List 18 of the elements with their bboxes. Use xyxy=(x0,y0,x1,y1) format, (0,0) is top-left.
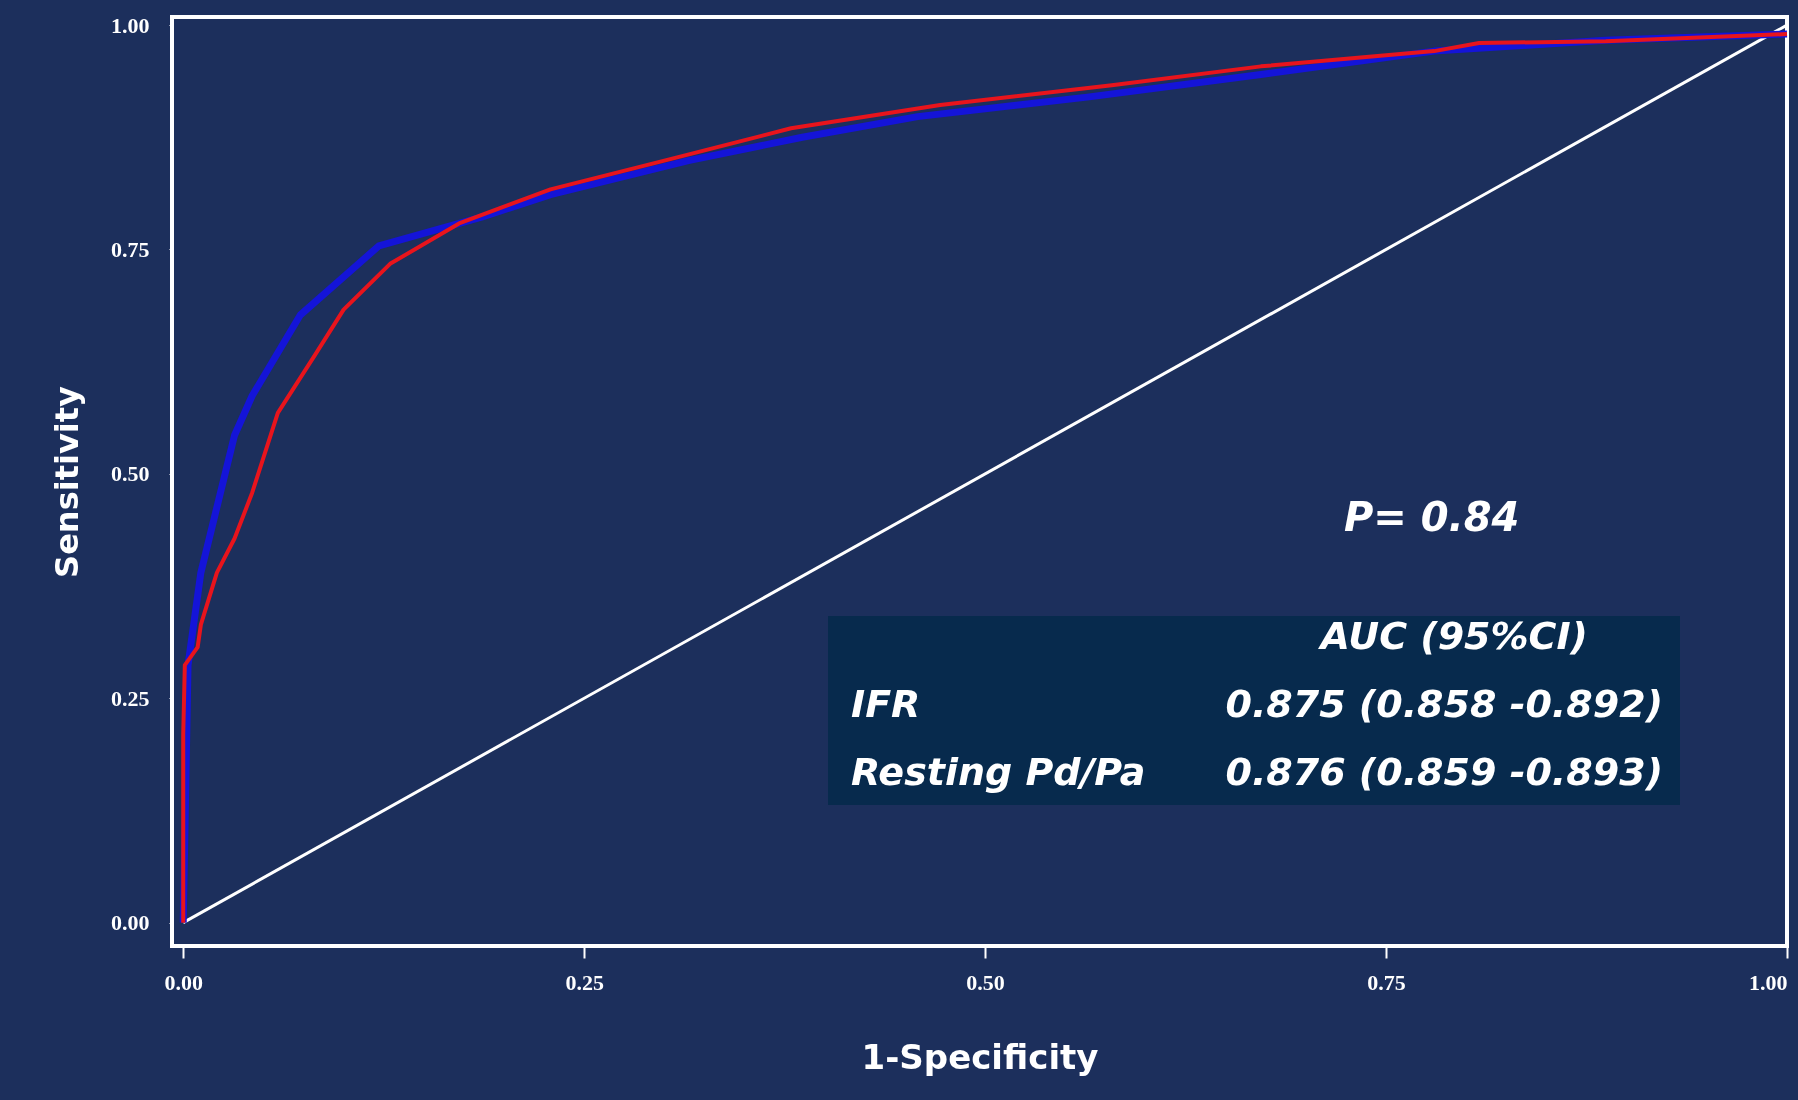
y-tick-label: 0.00 xyxy=(111,910,150,936)
annotation: P= 0.84 xyxy=(1344,494,1520,540)
x-tick-label: 0.00 xyxy=(164,969,203,995)
annotation: 0.876 (0.859 -0.893) xyxy=(1225,750,1663,794)
annotation: IFR xyxy=(851,682,921,726)
y-tick-label: 1.00 xyxy=(111,12,150,38)
annotation: Resting Pd/Pa xyxy=(851,750,1146,794)
x-axis-title: 1-Specificity xyxy=(861,1036,1099,1077)
x-tick-label: 1.00 xyxy=(1749,969,1788,995)
y-tick-label: 0.75 xyxy=(111,236,150,262)
y-tick-label: 0.50 xyxy=(111,461,150,487)
y-tick-label: 0.25 xyxy=(111,685,150,711)
x-tick-label: 0.25 xyxy=(565,969,604,995)
x-tick-label: 0.75 xyxy=(1367,969,1406,995)
x-tick-label: 0.50 xyxy=(966,969,1005,995)
y-axis-title: Sensitivity xyxy=(48,385,86,578)
annotation: AUC (95%CI) xyxy=(1317,614,1588,658)
annotation: 0.875 (0.858 -0.892) xyxy=(1225,682,1663,726)
